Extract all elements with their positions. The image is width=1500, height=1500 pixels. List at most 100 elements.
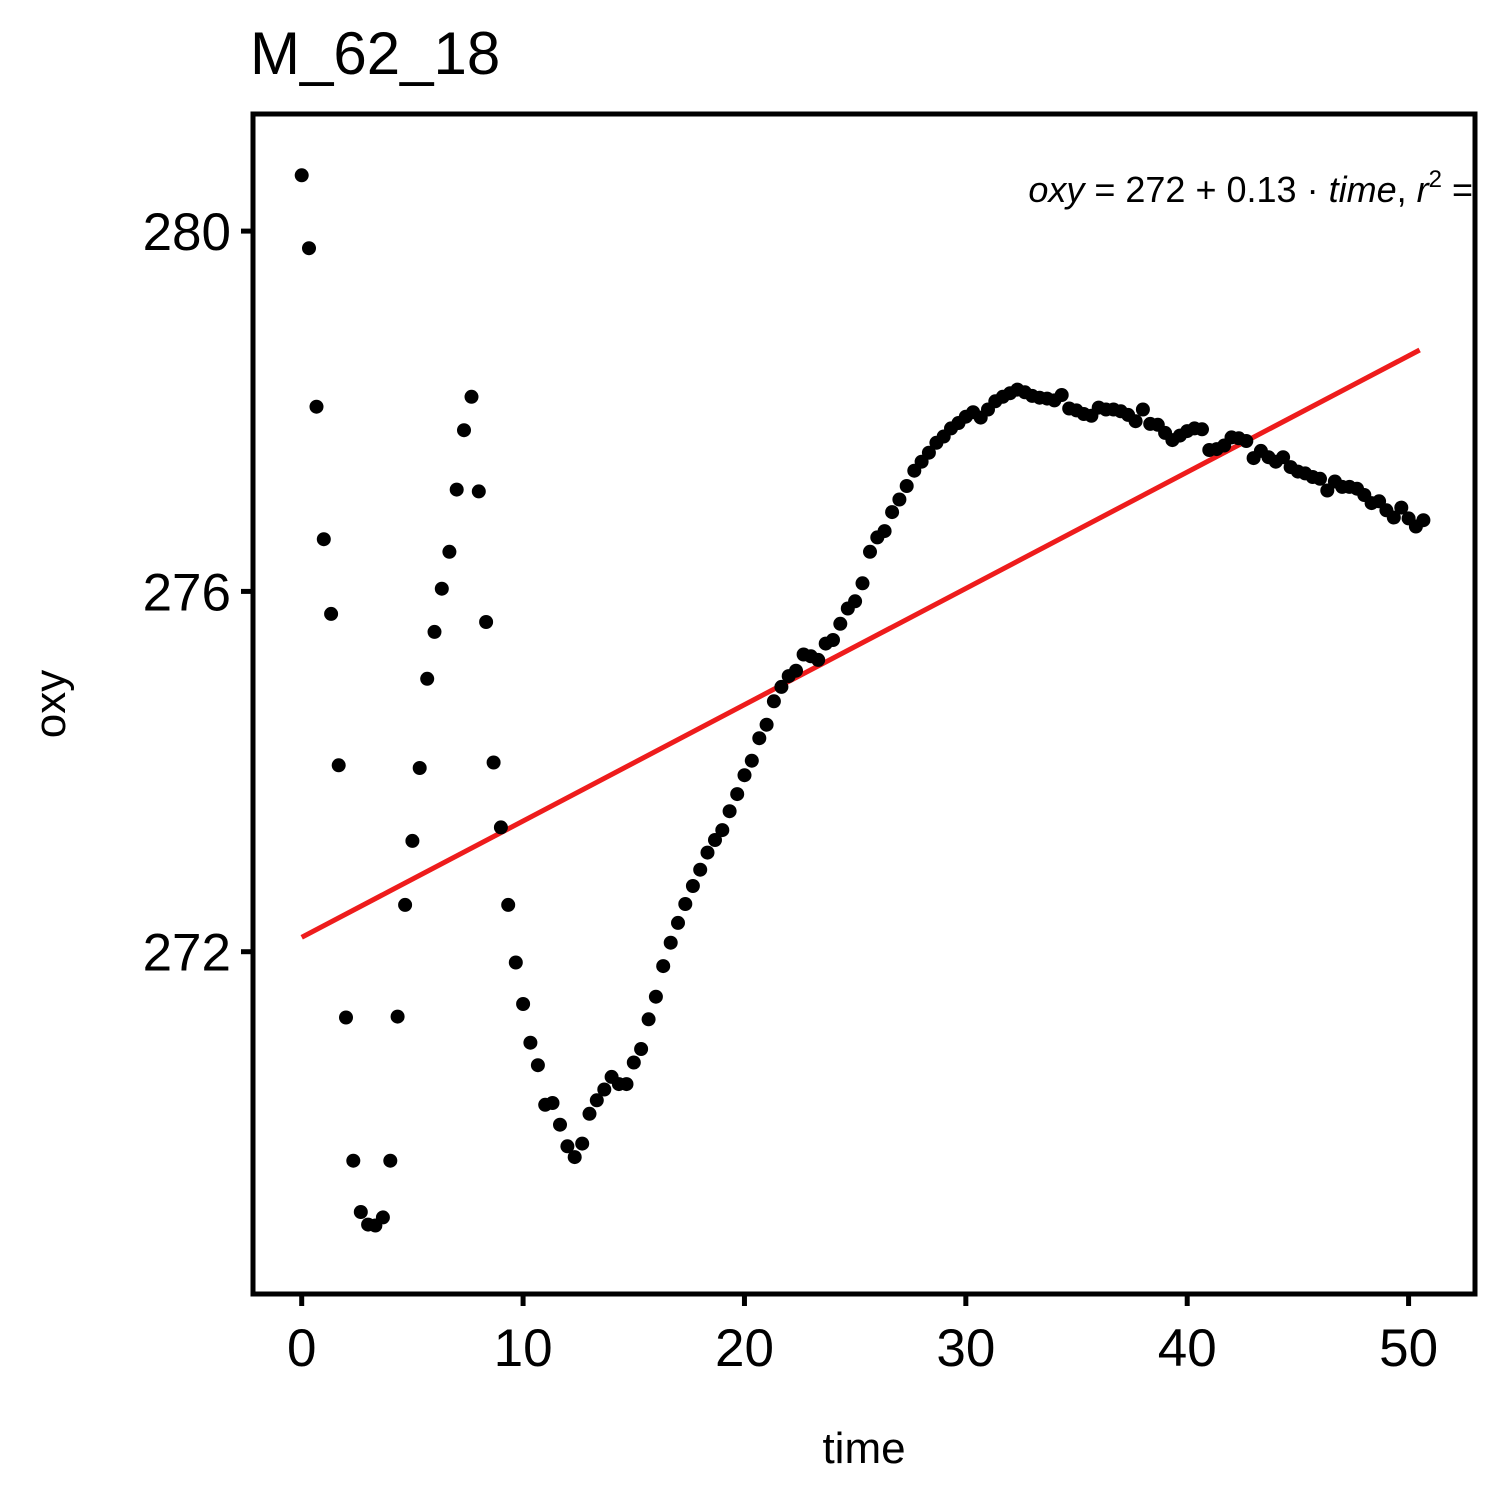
plot-panel-border	[250, 111, 1478, 1297]
data-point	[1276, 450, 1291, 465]
data-point	[339, 1010, 353, 1025]
data-point	[811, 652, 826, 667]
x-tick-label: 50	[1379, 1319, 1438, 1378]
data-point	[648, 989, 663, 1004]
regression-line	[300, 347, 1421, 940]
data-point	[530, 1058, 545, 1073]
eq-intercept: 272	[1125, 169, 1185, 210]
data-point	[575, 1136, 590, 1151]
data-point	[331, 758, 346, 773]
y-axis-title: oxy	[26, 670, 75, 738]
y-tick-label: 280	[143, 203, 231, 262]
data-point	[493, 820, 508, 835]
data-point	[1386, 510, 1401, 525]
data-point	[833, 616, 848, 631]
data-point	[597, 1082, 612, 1097]
x-tick-label: 0	[287, 1319, 316, 1378]
data-point	[346, 1153, 361, 1168]
fit-layer	[300, 347, 1421, 940]
x-axis-title: time	[822, 1424, 905, 1473]
data-point	[759, 717, 774, 732]
data-point	[671, 915, 685, 930]
data-point	[516, 997, 531, 1011]
chart-title: M_62_18	[250, 20, 500, 87]
y-axis: 272 276 280	[143, 203, 253, 983]
data-point	[353, 1205, 368, 1219]
data-point	[789, 663, 803, 678]
data-point	[685, 879, 700, 893]
data-point	[1313, 471, 1327, 486]
data-point	[737, 768, 752, 783]
data-point	[375, 1210, 390, 1225]
data-point	[383, 1153, 398, 1168]
x-tick-label: 40	[1158, 1319, 1217, 1378]
data-point	[479, 615, 494, 629]
data-point	[398, 897, 413, 912]
eq-var: time	[1329, 169, 1397, 210]
data-point	[294, 168, 309, 183]
data-point	[427, 624, 442, 639]
data-point	[1394, 500, 1409, 515]
data-point	[434, 581, 449, 596]
data-point	[848, 594, 863, 609]
data-point	[641, 1012, 656, 1027]
eq-lhs: oxy	[1028, 169, 1086, 210]
data-point	[899, 479, 914, 493]
data-point	[626, 1055, 641, 1070]
data-point	[715, 823, 730, 838]
data-point	[700, 845, 715, 860]
data-point	[708, 833, 722, 847]
regression-equation: oxy = 272 + 0.13 · time, r2 =	[1028, 166, 1473, 210]
data-point	[390, 1009, 405, 1024]
data-point	[302, 241, 316, 256]
x-tick-label: 20	[715, 1319, 774, 1378]
eq-r-equals: =	[1442, 169, 1473, 210]
data-point	[921, 445, 936, 460]
data-point	[693, 862, 708, 877]
data-point	[656, 959, 671, 974]
data-point	[663, 935, 678, 950]
data-point	[1054, 388, 1069, 402]
data-point	[471, 484, 486, 499]
data-point	[774, 679, 789, 694]
data-point	[523, 1035, 538, 1050]
eq-r-exponent: 2	[1429, 166, 1442, 193]
eq-plus: +	[1185, 169, 1226, 210]
data-point	[619, 1077, 634, 1092]
data-point	[678, 897, 693, 911]
data-point	[730, 787, 745, 802]
data-point	[457, 423, 471, 438]
data-point	[442, 544, 457, 559]
data-point	[560, 1139, 575, 1154]
data-point	[464, 389, 479, 404]
data-point	[855, 576, 870, 591]
data-point	[405, 833, 420, 848]
data-point	[449, 482, 464, 497]
data-point	[412, 761, 427, 775]
eq-equals: =	[1084, 169, 1125, 210]
x-axis: 0 10 20 30 40 50	[287, 1294, 1438, 1378]
data-point	[501, 897, 516, 912]
data-point	[826, 633, 840, 647]
data-point	[545, 1096, 560, 1110]
data-point	[885, 505, 900, 520]
data-point	[752, 731, 767, 746]
points-layer	[294, 168, 1431, 1233]
data-point	[1416, 513, 1431, 528]
data-point	[324, 606, 339, 621]
data-point	[567, 1150, 582, 1165]
eq-dot: ·	[1297, 169, 1329, 210]
data-point	[582, 1106, 597, 1121]
data-point	[1195, 422, 1209, 437]
eq-sep: ,	[1397, 169, 1417, 210]
x-tick-label: 10	[494, 1319, 553, 1378]
data-point	[486, 755, 501, 770]
x-tick-label: 30	[936, 1319, 995, 1378]
data-point	[420, 671, 435, 686]
data-point	[766, 694, 781, 709]
data-point	[634, 1042, 649, 1056]
y-tick-label: 272	[143, 924, 231, 983]
data-point	[316, 532, 331, 547]
data-point	[863, 544, 877, 559]
eq-r: r	[1417, 169, 1431, 210]
